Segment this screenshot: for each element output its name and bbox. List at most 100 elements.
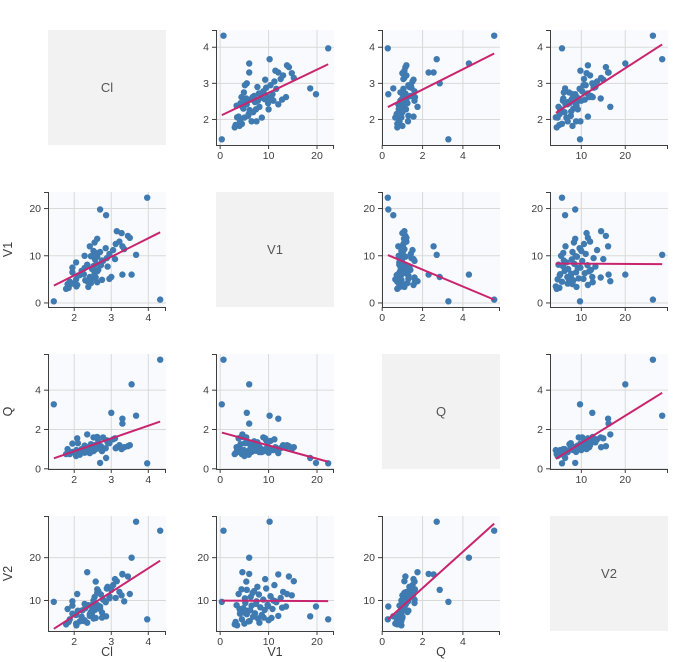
data-point[interactable] [94, 268, 101, 275]
data-point[interactable] [118, 445, 125, 453]
data-point[interactable] [92, 434, 99, 441]
data-point[interactable] [92, 274, 99, 281]
data-point[interactable] [400, 100, 407, 107]
data-point[interactable] [64, 605, 71, 613]
data-point[interactable] [98, 276, 106, 283]
data-point[interactable] [283, 590, 291, 598]
data-point[interactable] [384, 45, 391, 52]
data-point[interactable] [399, 70, 406, 77]
data-point[interactable] [85, 283, 92, 291]
data-point[interactable] [231, 124, 238, 131]
data-point[interactable] [69, 264, 76, 271]
data-point[interactable] [102, 454, 110, 462]
data-point[interactable] [245, 451, 252, 458]
data-point[interactable] [430, 243, 437, 250]
data-point[interactable] [272, 67, 279, 74]
data-point[interactable] [109, 246, 117, 254]
data-point[interactable] [312, 603, 320, 610]
data-point[interactable] [583, 70, 590, 77]
data-point[interactable] [245, 618, 252, 625]
data-point[interactable] [102, 212, 110, 219]
data-point[interactable] [240, 446, 248, 454]
data-point[interactable] [260, 614, 267, 621]
data-point[interactable] [92, 445, 99, 453]
data-point[interactable] [604, 243, 612, 250]
data-point[interactable] [385, 603, 392, 610]
data-point[interactable] [240, 609, 248, 616]
data-point[interactable] [112, 594, 119, 602]
data-point[interactable] [396, 118, 403, 125]
data-point[interactable] [592, 263, 599, 270]
data-point[interactable] [69, 598, 76, 605]
data-point[interactable] [590, 254, 597, 262]
data-point[interactable] [562, 243, 569, 250]
data-point[interactable] [403, 234, 410, 241]
data-point[interactable] [94, 589, 101, 596]
data-point[interactable] [268, 95, 275, 102]
data-point[interactable] [111, 255, 119, 263]
data-point[interactable] [275, 415, 282, 422]
data-point[interactable] [220, 32, 227, 39]
data-point[interactable] [241, 82, 249, 89]
data-point[interactable] [266, 56, 273, 63]
data-point[interactable] [240, 89, 248, 96]
data-point[interactable] [102, 245, 109, 252]
data-point[interactable] [91, 239, 98, 246]
data-point[interactable] [592, 439, 599, 446]
data-point[interactable] [396, 619, 403, 626]
data-point[interactable] [583, 445, 590, 453]
data-point[interactable] [433, 56, 440, 63]
data-point[interactable] [576, 298, 584, 305]
data-point[interactable] [404, 118, 412, 125]
data-point[interactable] [74, 440, 82, 447]
data-point[interactable] [271, 436, 278, 443]
data-point[interactable] [593, 78, 601, 85]
data-point[interactable] [255, 591, 263, 598]
data-point[interactable] [106, 595, 113, 602]
data-point[interactable] [401, 283, 408, 291]
data-point[interactable] [106, 440, 113, 447]
data-point[interactable] [243, 95, 250, 102]
data-point[interactable] [398, 276, 405, 283]
data-point[interactable] [50, 298, 57, 305]
data-point[interactable] [607, 103, 614, 111]
data-point[interactable] [572, 253, 579, 260]
data-point[interactable] [414, 278, 421, 285]
data-point[interactable] [425, 570, 432, 578]
data-point[interactable] [553, 124, 560, 131]
data-point[interactable] [81, 252, 88, 259]
data-point[interactable] [144, 460, 151, 467]
data-point[interactable] [577, 245, 584, 253]
data-point[interactable] [572, 459, 579, 467]
data-point[interactable] [402, 573, 409, 580]
data-point[interactable] [572, 206, 579, 213]
data-point[interactable] [560, 89, 567, 96]
data-point[interactable] [254, 583, 261, 590]
data-point[interactable] [604, 415, 612, 422]
data-point[interactable] [157, 296, 164, 303]
data-point[interactable] [69, 440, 76, 447]
data-point[interactable] [659, 251, 666, 258]
data-point[interactable] [268, 614, 275, 622]
data-point[interactable] [565, 89, 573, 96]
data-point[interactable] [246, 554, 253, 561]
data-point[interactable] [96, 459, 104, 467]
data-point[interactable] [574, 106, 581, 113]
data-point[interactable] [283, 62, 291, 69]
data-point[interactable] [649, 296, 657, 303]
data-point[interactable] [266, 412, 273, 419]
data-point[interactable] [589, 279, 596, 286]
data-point[interactable] [399, 592, 406, 599]
data-point[interactable] [236, 118, 244, 125]
data-point[interactable] [414, 569, 421, 576]
data-point[interactable] [86, 243, 94, 250]
data-point[interactable] [116, 238, 123, 245]
data-point[interactable] [445, 598, 452, 605]
data-point[interactable] [405, 275, 412, 283]
data-point[interactable] [659, 56, 666, 63]
data-point[interactable] [264, 100, 272, 107]
data-point[interactable] [247, 108, 254, 115]
data-point[interactable] [119, 570, 126, 578]
data-point[interactable] [579, 257, 586, 265]
data-point[interactable] [553, 285, 560, 292]
